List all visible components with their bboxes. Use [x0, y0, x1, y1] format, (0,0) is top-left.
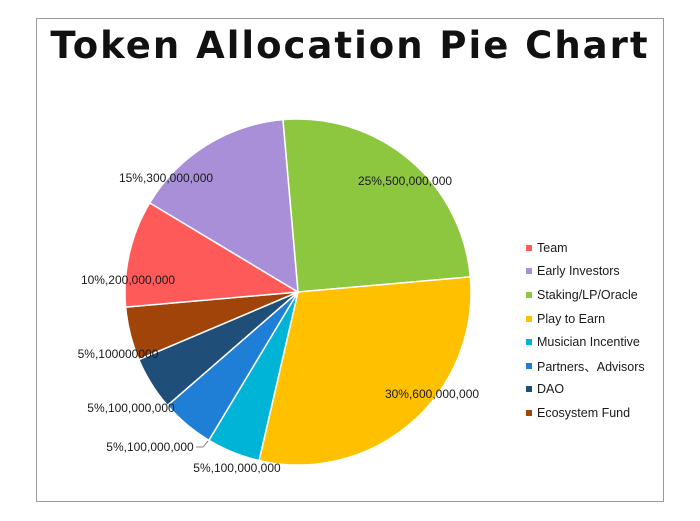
legend-entry: Ecosystem Fund — [526, 401, 645, 425]
legend-entry: Partners、Advisors — [526, 354, 645, 378]
slice-data-label: 5%,100,000,000 — [193, 461, 281, 475]
slice-data-label: 25%,500,000,000 — [358, 174, 452, 188]
slice-data-label: 5%,100000000 — [78, 347, 159, 361]
slice-data-label: 10%,200,000,000 — [81, 273, 175, 287]
legend-label: Partners、Advisors — [537, 360, 645, 375]
legend-swatch — [526, 362, 532, 369]
slice-data-label: 5%,100,000,000 — [87, 401, 175, 415]
slice-data-label: 5%,100,000,000 — [106, 440, 194, 454]
legend-swatch — [526, 339, 532, 346]
pie-slice-early-investors — [148, 118, 299, 294]
legend-swatch — [526, 244, 532, 251]
legend-swatch — [526, 268, 532, 275]
legend-label: Musician Incentive — [537, 335, 640, 350]
chart-legend: Team Early Investors Staking/LP/Oracle Play… — [526, 236, 645, 425]
pie-slice-staking-lp-oracle — [282, 118, 472, 293]
legend-entry: Play to Earn — [526, 307, 645, 331]
legend-label: Play to Earn — [537, 311, 606, 326]
legend-label: Early Investors — [537, 264, 620, 279]
legend-swatch — [526, 386, 532, 393]
legend-label: Team — [537, 240, 568, 255]
legend-swatch — [526, 315, 532, 322]
legend-label: DAO — [537, 382, 565, 397]
pie-slice-team — [124, 201, 301, 308]
legend-entry: Musician Incentive — [526, 330, 645, 354]
chart-title: Token Allocation Pie Chart — [50, 24, 650, 67]
legend-entry: DAO — [526, 378, 645, 402]
legend-label: Ecosystem Fund — [537, 405, 631, 420]
legend-entry: Staking/LP/Oracle — [526, 283, 645, 307]
slice-data-label: 30%,600,000,000 — [385, 387, 479, 401]
slice-data-label: 15%,300,000,000 — [119, 171, 213, 185]
legend-swatch — [526, 291, 532, 298]
legend-entry: Early Investors — [526, 260, 645, 284]
pie-slice-play-to-earn — [258, 276, 472, 466]
leader-line — [196, 440, 209, 448]
legend-swatch — [526, 409, 532, 416]
legend-entry: Team — [526, 236, 645, 260]
legend-label: Staking/LP/Oracle — [537, 287, 638, 302]
